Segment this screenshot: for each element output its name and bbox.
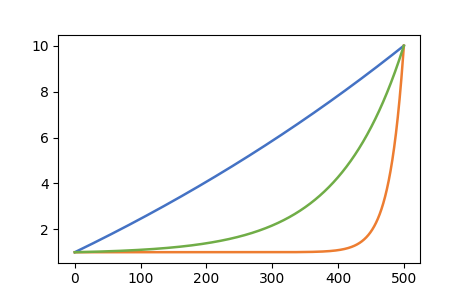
0.04605 — [331, 249, 337, 253]
0.001 — [72, 250, 78, 254]
0.04605 — [391, 146, 397, 149]
0.01 — [72, 250, 78, 254]
0.01 — [401, 44, 407, 47]
0.01 — [331, 180, 337, 183]
0.001 — [391, 52, 397, 55]
0.01 — [89, 250, 94, 254]
0.001 — [391, 52, 397, 55]
Line: 0.01: 0.01 — [75, 46, 404, 252]
0.01 — [391, 72, 397, 76]
0.001 — [401, 44, 407, 47]
0.04605 — [232, 250, 238, 254]
0.01 — [223, 238, 229, 241]
0.04605 — [89, 250, 94, 254]
0.04605 — [391, 145, 397, 148]
0.001 — [223, 168, 229, 172]
0.04605 — [401, 44, 407, 47]
0.001 — [331, 97, 337, 100]
0.04605 — [72, 250, 78, 254]
0.01 — [391, 73, 397, 76]
Line: 0.001: 0.001 — [75, 46, 404, 252]
0.001 — [232, 163, 238, 166]
0.04605 — [223, 250, 229, 254]
0.01 — [232, 236, 238, 240]
Line: 0.04605: 0.04605 — [75, 46, 404, 252]
0.001 — [89, 242, 94, 246]
